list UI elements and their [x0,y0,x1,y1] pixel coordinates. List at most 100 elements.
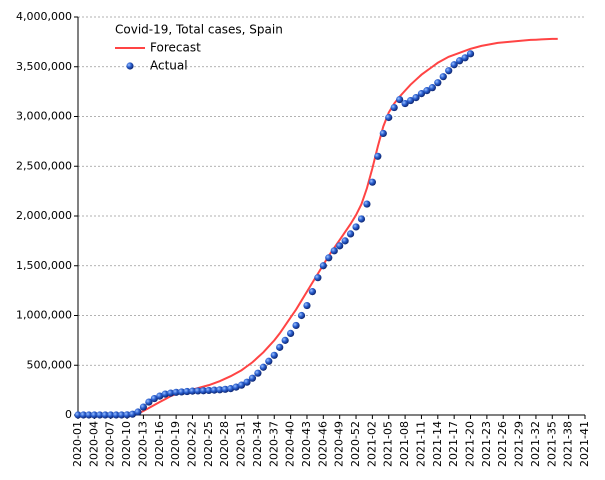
actual-point [161,390,169,398]
actual-point [330,247,338,255]
actual-point [183,387,191,396]
actual-point [401,99,409,108]
actual-point [134,408,142,416]
x-tick-label: 2020-16 [153,421,166,467]
x-tick-label: 2021-41 [578,421,591,467]
y-tick-label: 3,500,000 [16,60,72,73]
x-tick-label: 2021-35 [545,421,558,467]
x-tick-label: 2021-29 [513,421,526,467]
actual-point [281,336,289,344]
y-tick-label: 500,000 [27,358,73,371]
actual-point [90,411,98,419]
actual-point [314,274,322,282]
actual-point [466,50,475,58]
actual-point [276,343,284,351]
x-tick-label: 2020-01 [71,421,84,467]
legend-label: Actual [150,59,188,73]
actual-point [341,237,349,245]
actual-point [396,95,404,104]
actual-point [270,351,278,359]
actual-point [352,223,360,231]
actual-point [423,87,431,95]
actual-point [177,388,186,396]
actual-point [292,321,300,330]
x-tick-label: 2020-25 [202,421,215,467]
actual-point [412,93,420,102]
x-tick-label: 2020-31 [235,421,248,467]
actual-point [227,385,235,393]
actual-point [385,113,393,122]
y-tick-label: 3,000,000 [16,110,72,123]
actual-point [346,230,355,238]
actual-point [439,73,447,81]
actual-point [390,103,398,112]
actual-point [445,67,453,75]
y-tick-label: 4,000,000 [16,10,72,23]
x-tick-label: 2020-34 [251,421,264,467]
actual-point [172,388,180,396]
actual-point [325,254,333,262]
actual-point [428,84,436,92]
x-tick-label: 2020-07 [104,421,117,467]
forecast-line [78,37,558,416]
x-tick-label: 2021-38 [562,421,575,467]
actual-point [243,378,251,386]
actual-point [417,90,426,98]
x-tick-label: 2020-10 [120,421,133,467]
x-tick-label: 2021-14 [431,421,444,467]
chart-title: Covid-19, Total cases, Spain [115,23,283,37]
actual-point [79,411,88,419]
x-tick-label: 2021-08 [398,421,411,467]
actual-point [199,387,207,395]
x-tick-label: 2021-32 [529,421,542,467]
actual-point [297,311,306,320]
x-tick-label: 2021-26 [496,421,509,467]
legend-label: Forecast [150,41,201,55]
actual-point [96,411,104,419]
x-tick-label: 2020-49 [333,421,346,467]
actual-point [85,411,93,419]
actual-point [461,54,469,62]
y-tick-label: 2,000,000 [16,209,72,222]
actual-point [308,288,317,296]
actual-point [456,57,464,65]
x-tick-label: 2020-46 [316,421,329,467]
actual-point [357,215,366,223]
actual-point [205,386,213,395]
x-tick-label: 2021-02 [365,421,378,467]
x-tick-label: 2021-20 [464,421,477,467]
actual-point [118,411,126,419]
actual-point [248,374,257,382]
actual-point [101,411,109,419]
x-tick-label: 2021-17 [447,421,460,467]
actual-point [150,394,158,403]
x-tick-label: 2020-40 [284,421,297,467]
actual-point [112,411,120,419]
actual-point [319,262,327,270]
actual-point [368,178,376,186]
y-tick-label: 1,000,000 [16,309,72,322]
legend-marker [126,62,134,70]
x-tick-label: 2020-43 [300,421,313,467]
x-tick-label: 2020-19 [169,421,182,467]
actual-point [287,329,295,338]
actual-point [210,386,218,394]
y-tick-label: 0 [65,408,72,421]
x-tick-label: 2020-52 [349,421,362,467]
actual-point [363,200,371,208]
y-tick-label: 2,500,000 [16,159,72,172]
actual-point [265,357,273,365]
actual-point [434,79,442,87]
x-tick-label: 2020-22 [185,421,198,467]
actual-point [450,61,458,69]
actual-point [107,411,115,419]
x-tick-label: 2020-37 [267,421,280,467]
actual-point [336,242,344,250]
actual-point [237,381,246,389]
actual-point [232,383,240,391]
actual-point [254,369,262,377]
x-tick-label: 2021-23 [480,421,493,467]
actual-point [128,410,137,418]
actual-point [74,411,82,419]
